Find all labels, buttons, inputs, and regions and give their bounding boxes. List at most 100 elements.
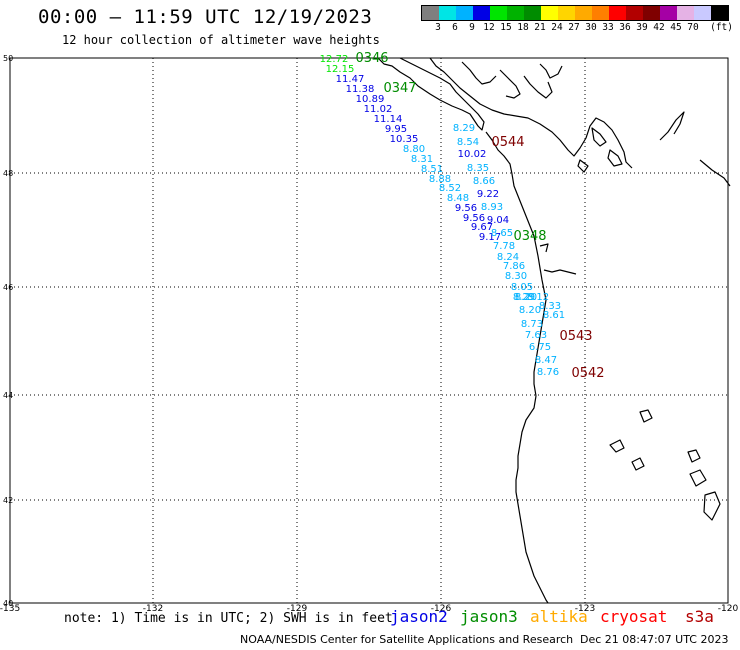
inland-lake-5 [703, 491, 721, 521]
swh-value-label: 9.56 [463, 213, 485, 224]
color-bar-label: 21 [534, 22, 546, 33]
color-bar-swatch [643, 6, 660, 20]
color-bar-swatch [439, 6, 456, 20]
willapa-bay [539, 243, 549, 253]
pass-time-label: 0348 [513, 229, 546, 244]
color-bar-swatch [541, 6, 558, 20]
swh-value-label: 9.56 [455, 203, 477, 214]
swh-value-label: 8.29 [453, 123, 475, 134]
swh-value-label: 8.52 [439, 183, 461, 194]
color-bar-swatch [677, 6, 694, 20]
inland-lake-4 [687, 449, 701, 463]
inland-lake-1 [639, 409, 653, 423]
swh-value-label: 8.80 [403, 144, 425, 155]
lat-tick-label: 46 [3, 283, 13, 292]
credit-text: NOAA/NESDIS Center for Satellite Applica… [240, 633, 574, 646]
color-bar-label: 30 [585, 22, 597, 33]
swh-value-label: 9.04 [487, 215, 509, 226]
lat-tick-label: 42 [3, 496, 13, 505]
swh-value-label: 7.86 [503, 261, 525, 272]
inland-lake-7 [659, 111, 685, 141]
coastline [377, 57, 731, 604]
inland-lake-6 [689, 469, 707, 487]
bc-inlet-1 [461, 61, 497, 85]
vancouver-island [377, 57, 485, 131]
inland-lake-2 [609, 439, 625, 453]
swh-value-label: 8.48 [447, 193, 469, 204]
satellite-s3a: s3a [685, 607, 714, 626]
inland-lake-8 [699, 159, 731, 187]
swh-value-label: 8.20 [519, 305, 541, 316]
color-bar-label: 27 [568, 22, 580, 33]
ca-coast [515, 395, 549, 604]
swh-value-label: 8.51 [421, 164, 443, 175]
swh-value-label: 11.02 [364, 104, 393, 115]
swh-value-label: 8.31 [411, 154, 433, 165]
salish-islands [577, 127, 623, 173]
color-bar-swatch [575, 6, 592, 20]
color-bar-swatch [660, 6, 677, 20]
color-bar-swatch [507, 6, 524, 20]
color-bar-label: 36 [619, 22, 631, 33]
color-bar-label: 6 [452, 22, 458, 33]
swh-value-label: 7.63 [525, 330, 547, 341]
swh-value-label: 12.15 [326, 64, 355, 75]
swh-value-label: 8.93 [481, 202, 503, 213]
swh-value-label: 8.54 [457, 137, 479, 148]
pass-time-label: 0542 [571, 366, 604, 381]
swh-value-label: 6.75 [529, 342, 551, 353]
lon-tick-label: -120 [718, 604, 739, 614]
swh-values: 12.7212.1511.4711.3810.8911.0211.149.951… [320, 54, 565, 378]
generated-timestamp: Dec 21 08:47:07 UTC 2023 [580, 633, 729, 646]
swh-value-label: 11.38 [346, 84, 375, 95]
lon-tick-label: -135 [0, 604, 20, 614]
satellite-altika: altika [530, 607, 588, 626]
color-bar-label: 9 [469, 22, 475, 33]
map-subtitle: 12 hour collection of altimeter wave hei… [62, 33, 380, 47]
swh-value-label: 9.95 [385, 124, 407, 135]
swh-value-label: 11.47 [336, 74, 365, 85]
footer-note: note: 1) Time is in UTC; 2) SWH is in fe… [64, 611, 393, 626]
color-bar-legend: (ft) 3 6 9 12 15 18 21 24 27 30 33 36 39 42 45 70 [421, 5, 733, 35]
color-bar-swatch [592, 6, 609, 20]
pass-time-label: 0544 [491, 135, 524, 150]
satellite-cryosat: cryosat [600, 607, 668, 626]
swh-value-label: 8.05 [511, 282, 533, 293]
color-bar-swatch [490, 6, 507, 20]
swh-value-label: 11.14 [374, 114, 403, 125]
swh-value-label: 8.66 [473, 176, 495, 187]
swh-value-label: 8.20 [515, 292, 537, 303]
swh-value-label: 8.35 [467, 163, 489, 174]
swh-value-label: 12.72 [320, 54, 349, 65]
color-bar-label: 70 [687, 22, 699, 33]
pass-time-label: 0543 [559, 329, 592, 344]
swh-value-label: 9.17 [479, 232, 501, 243]
swh-value-label: 8.30 [505, 271, 527, 282]
swh-value-label: 8.73 [521, 319, 543, 330]
color-bar-swatch [558, 6, 575, 20]
color-bar-label: 15 [500, 22, 512, 33]
swh-value-label: 10.35 [390, 134, 419, 145]
lon-tick-label: -123 [575, 604, 595, 614]
color-bar-swatch [711, 6, 728, 20]
color-bar-swatches [421, 5, 729, 21]
color-bar-swatch [422, 6, 439, 20]
color-bar-label: 12 [483, 22, 495, 33]
swh-value-label: 8.76 [537, 367, 559, 378]
wa-or-coast [485, 131, 547, 397]
pass-time-label: 0347 [383, 81, 416, 96]
color-bar-labels: (ft) 3 6 9 12 15 18 21 24 27 30 33 36 39 42 45 70 [421, 21, 733, 35]
bc-inlet-3 [523, 75, 553, 99]
color-bar-label: 3 [435, 22, 441, 33]
swh-value-label: 7.78 [493, 241, 515, 252]
pass-time-labels: 0346 0347 0544 0348 0543 0542 [355, 51, 604, 381]
color-bar-label: 24 [551, 22, 563, 33]
lat-tick-label: 44 [3, 391, 13, 400]
satellite-jason2: jason2 [390, 607, 448, 626]
color-bar-swatch [524, 6, 541, 20]
lat-tick-label: 40 [3, 599, 13, 608]
swh-value-label: 8.29 [513, 292, 535, 303]
swh-value-label: 8.88 [429, 174, 451, 185]
lon-tick-label: -132 [143, 604, 163, 614]
swh-value-label: 9.22 [477, 189, 499, 200]
